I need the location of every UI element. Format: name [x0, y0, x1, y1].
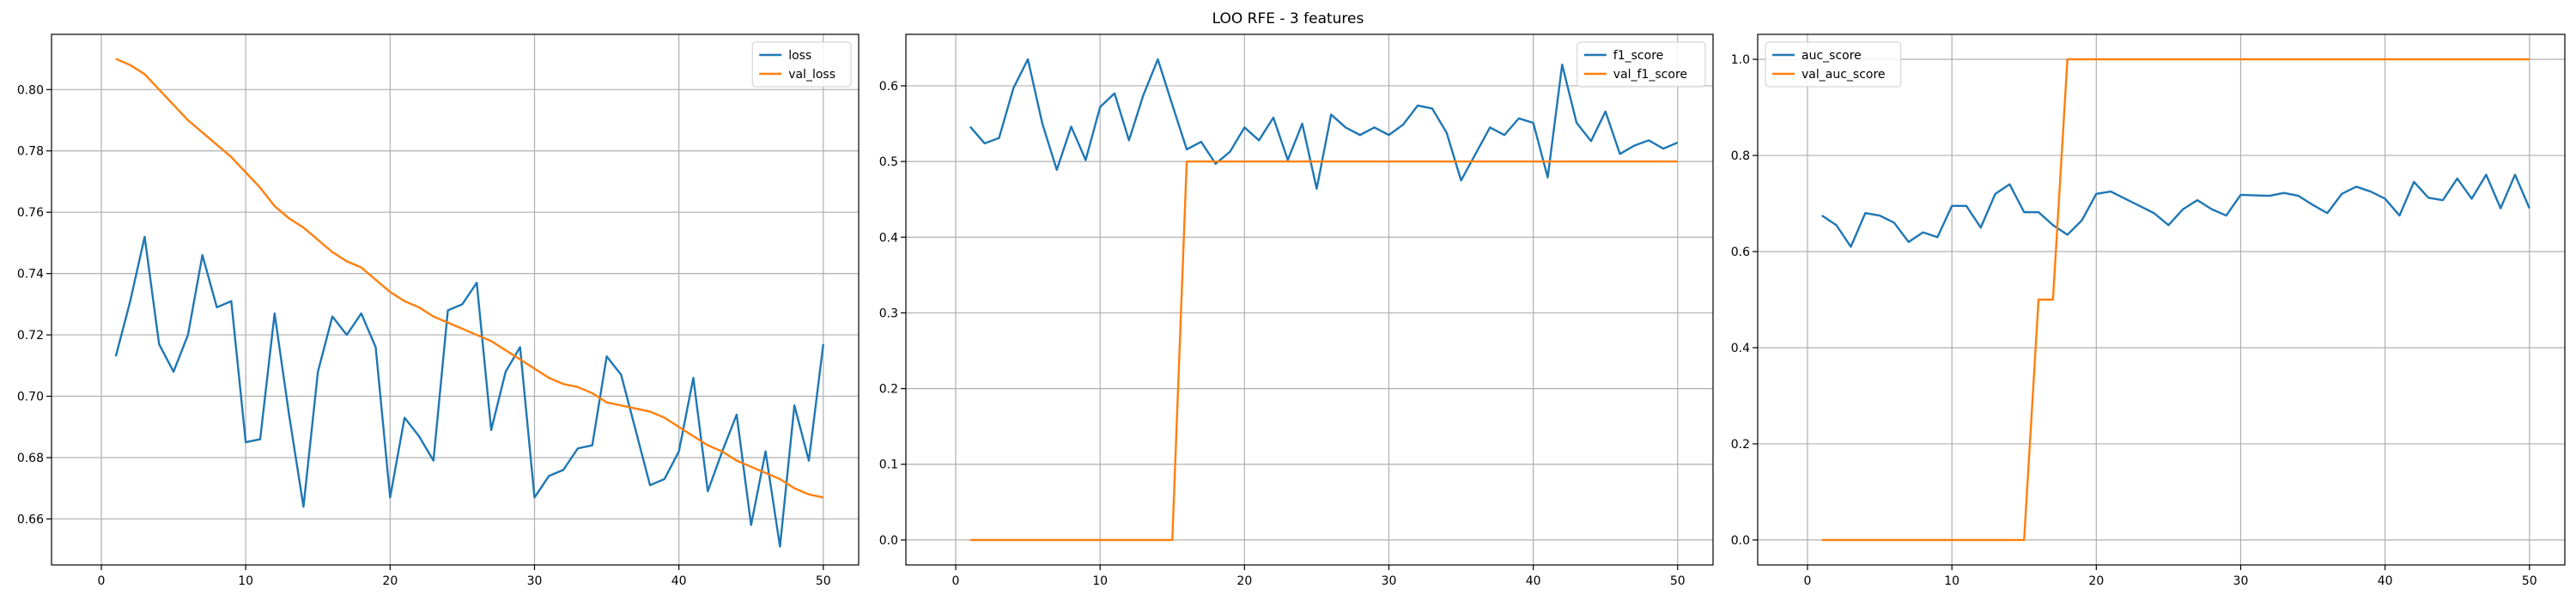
axes-frame — [1757, 33, 2566, 566]
y-tick-label-1: 0.2 — [1731, 438, 1750, 452]
legend: loss val_loss — [751, 41, 852, 88]
series-line-val_f1_score — [969, 160, 1678, 542]
x-tick-label-4: 40 — [2378, 574, 2393, 588]
x-tick-label-0: 0 — [1804, 574, 1812, 588]
x-tick-label-2: 20 — [2088, 574, 2104, 588]
y-tick-label-3: 0.72 — [17, 329, 44, 343]
x-tick-label-5: 50 — [816, 574, 831, 588]
legend-label-val_loss: val_loss — [788, 68, 835, 82]
y-tick-label-0: 0.0 — [1731, 534, 1750, 548]
x-tick-label-3: 30 — [527, 574, 543, 588]
x-tick-label-0: 0 — [952, 574, 960, 588]
x-tick-label-5: 50 — [1670, 574, 1686, 588]
legend-label-val_f1_score: val_f1_score — [1613, 68, 1687, 82]
y-tick-label-6: 0.78 — [17, 145, 44, 159]
y-tick-label-4: 0.74 — [17, 268, 44, 282]
series-line-loss — [114, 235, 824, 548]
y-tick-label-5: 0.76 — [17, 206, 44, 220]
series-line-val_auc_score — [1821, 58, 2530, 542]
legend-label-f1_score: f1_score — [1613, 49, 1663, 63]
y-tick-label-3: 0.3 — [879, 307, 898, 320]
legend: auc_score val_auc_score — [1765, 41, 1902, 88]
y-tick-label-7: 0.80 — [17, 83, 44, 97]
y-tick-label-3: 0.6 — [1731, 246, 1750, 259]
legend-label-loss: loss — [788, 49, 811, 63]
legend-box — [1577, 41, 1706, 88]
x-tick-label-2: 20 — [382, 574, 398, 588]
x-tick-label-4: 40 — [671, 574, 687, 588]
x-tick-label-0: 0 — [98, 574, 106, 588]
legend-box — [1765, 41, 1902, 88]
x-tick-label-3: 30 — [1382, 574, 1397, 588]
x-tick-label-3: 30 — [2233, 574, 2249, 588]
legend-label-auc_score: auc_score — [1801, 49, 1862, 63]
subplot-3: 0 10 20 30 40 50 0.0 0.2 0.4 0.6 0.8 1.0 auc_scoreva… — [1731, 33, 2566, 588]
subplot-1: 0 10 20 30 40 50 0.66 0.68 0.70 0.72 0.74 0.76 0.78 0… — [17, 33, 860, 588]
y-tick-label-1: 0.1 — [879, 458, 898, 472]
y-tick-label-0: 0.0 — [879, 534, 898, 548]
series-line-auc_score — [1821, 173, 2530, 248]
x-tick-label-1: 10 — [238, 574, 253, 588]
y-tick-label-4: 0.8 — [1731, 149, 1750, 163]
figure-title: LOO RFE - 3 features — [1212, 10, 1364, 27]
y-tick-label-2: 0.4 — [1731, 342, 1750, 355]
series-line-val_loss — [115, 58, 824, 499]
legend: f1_score val_f1_score — [1577, 41, 1706, 88]
x-tick-label-4: 40 — [1526, 574, 1541, 588]
x-tick-label-2: 20 — [1236, 574, 1252, 588]
axes-frame — [905, 33, 1714, 566]
series-line-f1_score — [969, 58, 1679, 191]
y-tick-label-4: 0.4 — [879, 231, 898, 245]
subplot-2: 0 10 20 30 40 50 0.0 0.1 0.2 0.3 0.4 0.5 0.6 f1_score… — [879, 33, 1714, 588]
y-tick-label-2: 0.70 — [17, 391, 44, 404]
y-tick-label-6: 0.6 — [879, 80, 898, 94]
x-tick-label-1: 10 — [1092, 574, 1108, 588]
legend-label-val_auc_score: val_auc_score — [1801, 68, 1886, 82]
y-tick-label-5: 0.5 — [879, 155, 898, 169]
y-tick-label-1: 0.68 — [17, 452, 44, 465]
y-tick-label-2: 0.2 — [879, 383, 898, 397]
subplots: 0 10 20 30 40 50 0.66 0.68 0.70 0.72 0.74 0.76 0.78 0… — [17, 33, 2566, 588]
legend-box — [751, 41, 852, 88]
y-tick-label-0: 0.66 — [17, 513, 44, 526]
x-tick-label-1: 10 — [1944, 574, 1959, 588]
y-tick-label-5: 1.0 — [1731, 53, 1750, 67]
x-tick-label-5: 50 — [2522, 574, 2537, 588]
axes-frame — [51, 33, 860, 566]
